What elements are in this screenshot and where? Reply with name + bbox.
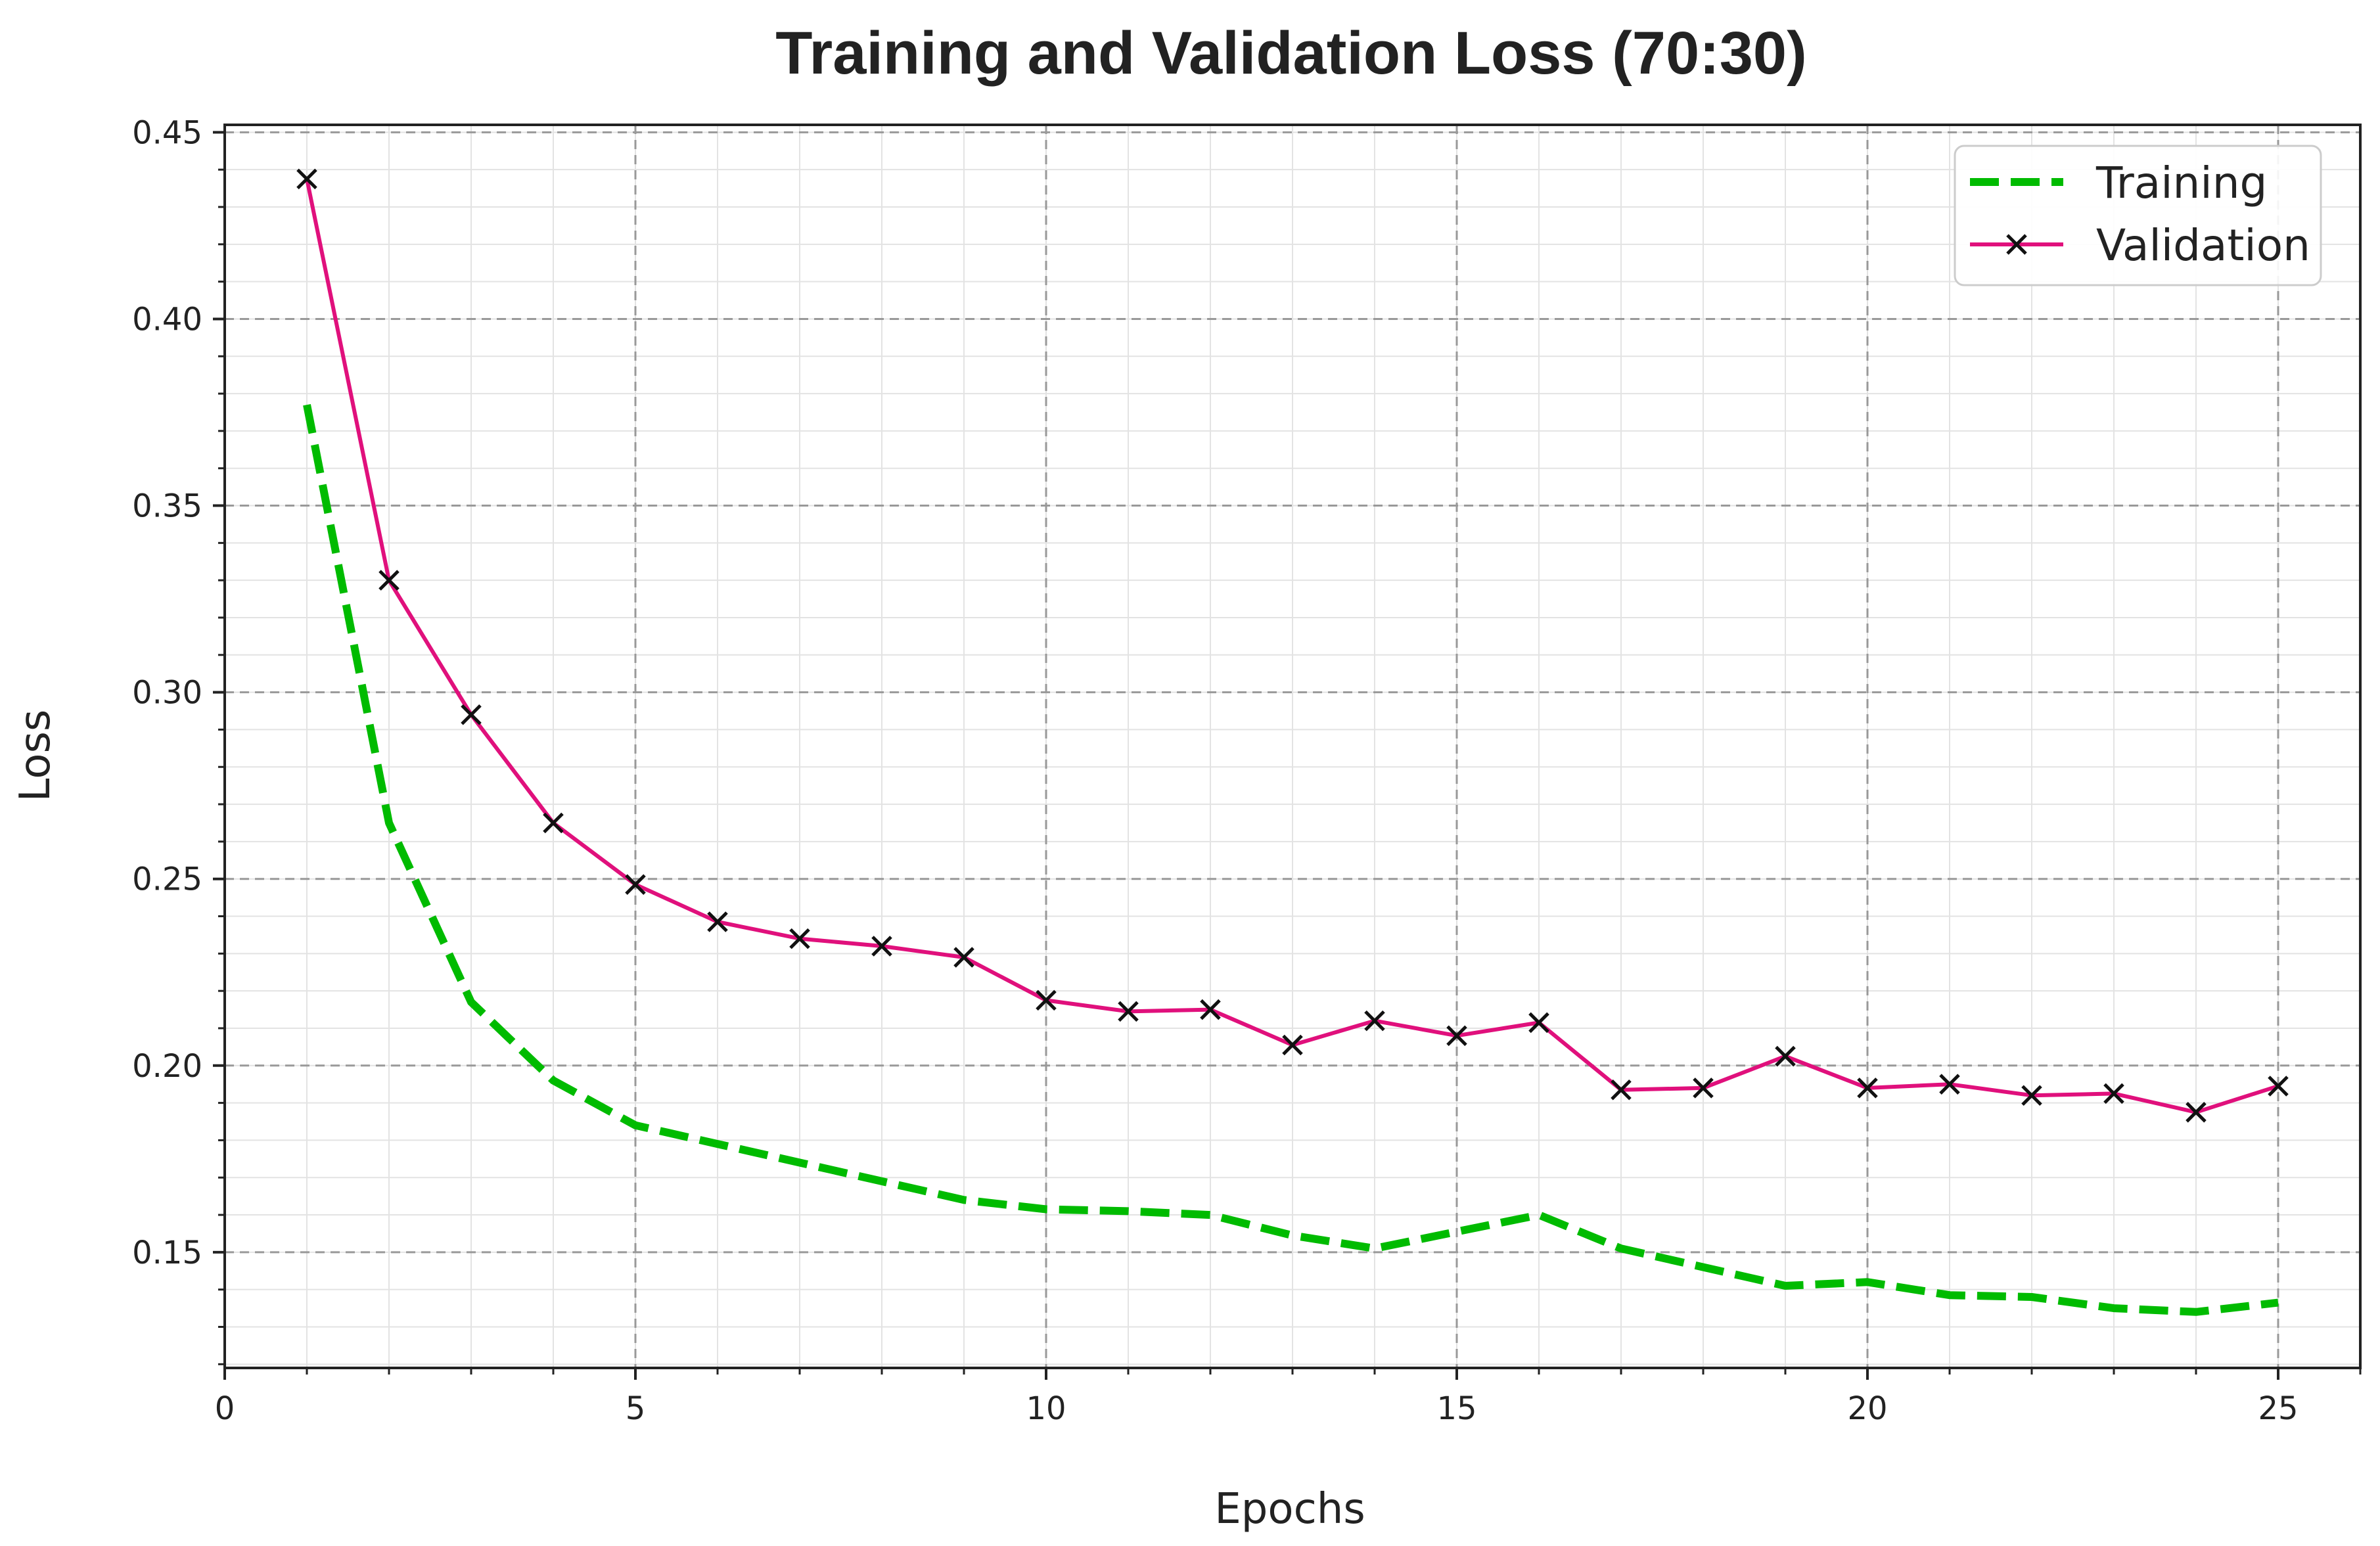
legend: Training Validation (1954, 145, 2322, 286)
y-tick-label: 0.15 (132, 1235, 202, 1271)
validation-marker (1446, 1025, 1467, 1047)
validation-marker (953, 947, 974, 968)
y-tick-label: 0.30 (132, 675, 202, 712)
axis-ticks: 0 5 10 15 20 25 0.15 0.20 0.25 0.30 0.35 0.40 0.45 (132, 114, 2362, 1427)
validation-marker (296, 168, 317, 190)
legend-box (1954, 145, 2322, 286)
y-tick-label: 0.20 (132, 1048, 202, 1085)
validation-marker (2185, 1102, 2207, 1123)
validation-marker (2268, 1076, 2289, 1097)
validation-marker (625, 874, 646, 895)
legend-validation-marker (2006, 234, 2027, 255)
x-tick-label: 10 (1026, 1390, 1066, 1427)
chart-title: Training and Validation Loss (70:30) (775, 20, 1806, 87)
validation-marker (1036, 989, 1057, 1011)
y-tick-label: 0.45 (132, 114, 202, 151)
validation-marker (707, 911, 728, 932)
y-tick-label: 0.25 (132, 861, 202, 898)
validation-marker (378, 570, 400, 591)
validation-marker (871, 936, 892, 957)
series-markers (296, 168, 2289, 1123)
validation-marker (1857, 1078, 1878, 1099)
validation-marker (2021, 1085, 2042, 1106)
legend-training-label: Training (2095, 158, 2267, 208)
grid-lines (223, 125, 2361, 1368)
validation-marker (1939, 1074, 1960, 1095)
validation-marker (2103, 1083, 2124, 1104)
plot-frame (223, 124, 2362, 1369)
x-tick-label: 15 (1436, 1390, 1476, 1427)
y-tick-label: 0.35 (132, 488, 202, 525)
validation-marker (1693, 1078, 1714, 1099)
validation-marker (1282, 1034, 1303, 1056)
y-tick-label: 0.40 (132, 301, 202, 338)
validation-marker (1200, 999, 1221, 1020)
legend-x-marker (2006, 234, 2027, 255)
validation-marker (1364, 1010, 1385, 1032)
y-axis-label: Loss (11, 710, 60, 802)
x-tick-label: 20 (1847, 1390, 1887, 1427)
x-tick-label: 25 (2258, 1390, 2298, 1427)
validation-marker (1611, 1079, 1632, 1101)
validation-marker (543, 812, 564, 834)
x-tick-label: 0 (215, 1390, 235, 1427)
validation-marker (1528, 1012, 1549, 1034)
legend-validation-label: Validation (2096, 220, 2310, 271)
x-tick-label: 5 (626, 1390, 646, 1427)
x-axis-label: Epochs (1214, 1485, 1365, 1534)
training-line (303, 403, 2279, 1316)
validation-marker (1118, 1001, 1139, 1022)
validation-marker (1775, 1045, 1796, 1067)
validation-marker (461, 704, 482, 725)
validation-marker (789, 928, 810, 949)
